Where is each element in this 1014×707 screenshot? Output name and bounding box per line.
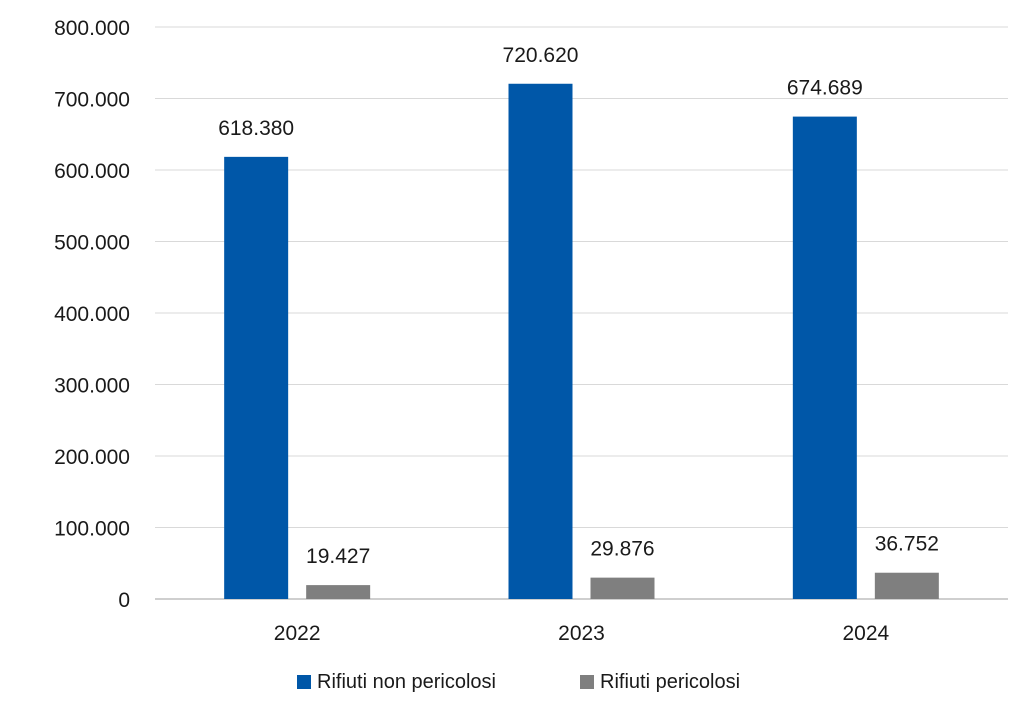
data-label: 36.752 — [875, 533, 939, 556]
data-label: 19.427 — [306, 545, 370, 568]
gridlines — [155, 26, 1008, 600]
x-axis-tick-labels: 2022 2023 2024 — [274, 622, 890, 645]
y-tick-label: 100.000 — [54, 518, 130, 541]
y-tick-label: 0 — [118, 589, 130, 612]
data-label: 720.620 — [503, 44, 579, 67]
x-tick-label: 2023 — [558, 622, 605, 645]
y-tick-label: 200.000 — [54, 446, 130, 469]
bars — [224, 83, 939, 600]
bar — [792, 116, 857, 600]
y-tick-label: 400.000 — [54, 303, 130, 326]
x-tick-label: 2024 — [842, 622, 889, 645]
data-label: 618.380 — [218, 117, 294, 140]
bar — [508, 83, 573, 599]
bar — [590, 577, 655, 599]
bar — [224, 156, 289, 599]
bar — [306, 585, 371, 599]
x-tick-label: 2022 — [274, 622, 321, 645]
bar — [874, 572, 939, 599]
legend-label: Rifiuti non pericolosi — [317, 671, 496, 693]
legend-swatch — [580, 675, 594, 689]
legend-swatch — [297, 675, 311, 689]
data-labels: 618.380 19.427 720.620 29.876 674.689 36.752 — [218, 44, 939, 568]
y-axis-tick-labels: 0 100.000 200.000 300.000 400.000 500.000 600.… — [54, 17, 130, 612]
legend: Rifiuti non pericolosi Rifiuti pericolosi — [297, 671, 740, 693]
data-label: 29.876 — [590, 538, 654, 561]
legend-label: Rifiuti pericolosi — [600, 671, 740, 693]
y-tick-label: 800.000 — [54, 17, 130, 40]
y-tick-label: 600.000 — [54, 160, 130, 183]
data-label: 674.689 — [787, 77, 863, 100]
y-tick-label: 700.000 — [54, 89, 130, 112]
y-tick-label: 300.000 — [54, 375, 130, 398]
y-tick-label: 500.000 — [54, 232, 130, 255]
